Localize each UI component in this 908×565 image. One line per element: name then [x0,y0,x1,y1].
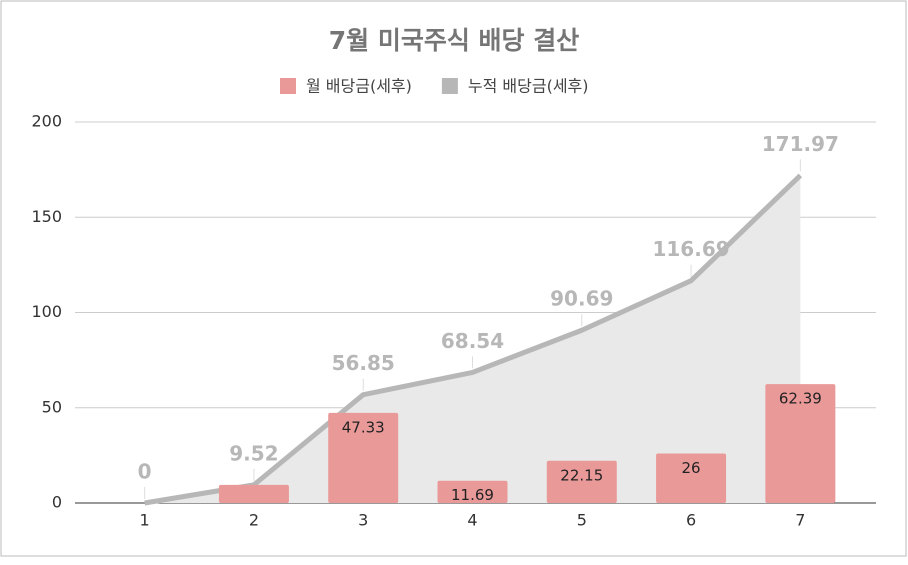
data-label: 116.69 [652,237,729,261]
data-label: 62.39 [779,390,822,408]
data-label: 47.33 [342,418,385,436]
data-label: 22.15 [560,466,603,484]
x-tick-label: 1 [140,511,150,530]
x-tick-label: 2 [249,511,259,530]
bar [328,412,399,503]
data-label: 68.54 [441,329,504,353]
data-label: 0 [138,460,152,484]
line [144,173,803,506]
bar [656,453,727,503]
y-tick-label: 50 [42,397,62,416]
legend-label: 누적 배당금(세후) [468,77,589,96]
data-label: 11.69 [451,486,494,504]
x-tick-label: 6 [686,511,696,530]
bar [546,460,617,503]
bar [765,384,836,503]
legend-label: 월 배당금(세후) [306,77,412,96]
x-tick-label: 3 [358,511,368,530]
y-tick-label: 100 [31,302,62,321]
y-tick-label: 200 [31,112,62,131]
data-label: 171.97 [762,132,839,156]
area [144,175,801,503]
legend-swatch [280,78,296,94]
data-label: 90.69 [550,287,613,311]
data-label: 56.85 [332,351,395,375]
x-tick-label: 5 [577,511,587,530]
data-label: 9.52 [229,441,278,465]
bar [437,480,508,503]
y-tick-label: 150 [31,207,62,226]
data-label: 26 [682,459,701,477]
x-tick-label: 7 [795,511,805,530]
y-tick-label: 0 [52,493,62,512]
bar [218,484,289,503]
chart-title: 7월 미국주식 배당 결산 [329,26,580,55]
legend-swatch [441,78,458,94]
x-tick-label: 4 [467,511,477,530]
